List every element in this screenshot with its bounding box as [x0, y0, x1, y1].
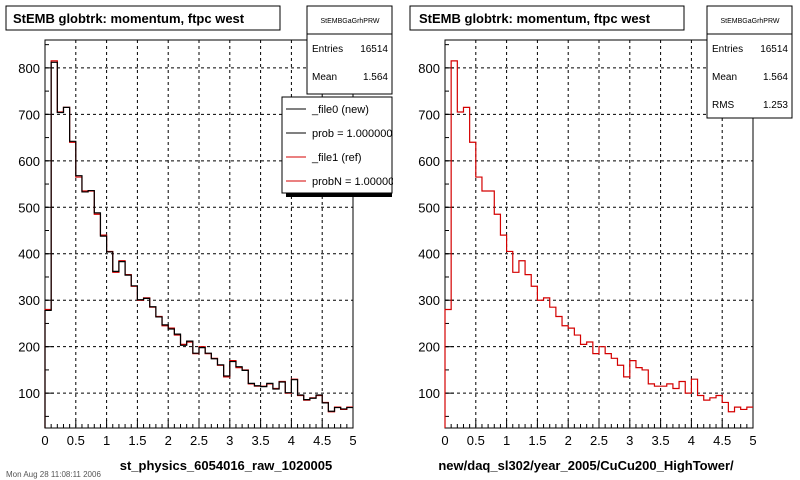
left-stats-name: StEMBGaGrhPRW: [321, 18, 380, 25]
right-y-tick-label: 300: [418, 293, 440, 308]
right-stats-entries-label: Entries: [712, 44, 743, 55]
left-histogram-lines: [44, 60, 353, 428]
right-title: StEMB globtrk: momentum, ftpc west: [419, 11, 651, 26]
left-y-tick-label: 100: [18, 386, 40, 401]
right-x-tick-label: 2.5: [590, 433, 608, 448]
left-y-tick-label: 600: [18, 154, 40, 169]
left-x-tick-label: 0.5: [67, 433, 85, 448]
left-x-tick-label: 4.5: [313, 433, 331, 448]
legend-label-prob: prob = 1.000000: [312, 128, 392, 140]
legend-label-probn: probN = 1.000000: [312, 176, 400, 188]
right-stats-name: StEMBGaGrhPRW: [721, 18, 780, 25]
left-stats-entries-label: Entries: [312, 44, 343, 55]
left-stats-mean-label: Mean: [312, 72, 337, 83]
right-stats-rms-value: 1.253: [763, 100, 788, 111]
left-x-tick-label: 4: [288, 433, 295, 448]
legend-entry: prob = 1.000000: [286, 128, 392, 140]
left-grid: [45, 40, 353, 428]
left-y-tick-label: 500: [18, 200, 40, 215]
left-x-tick-label: 3.5: [252, 433, 270, 448]
right-x-tick-label: 1.5: [528, 433, 546, 448]
legend-box: [281, 96, 393, 194]
left-y-tick-label: 700: [18, 107, 40, 122]
footer-timestamp: Mon Aug 28 11:08:11 2006: [6, 470, 101, 479]
right-x-tick-label: 1: [503, 433, 510, 448]
right-grid: [445, 40, 753, 428]
right-y-tick-label: 700: [418, 107, 440, 122]
pad-clip-mask: [393, 90, 403, 205]
left-x-tick-label: 2.5: [190, 433, 208, 448]
right-x-tick-label: 5: [749, 433, 756, 448]
right-x-tick-label: 2: [565, 433, 572, 448]
left-stats-mean-value: 1.564: [363, 72, 388, 83]
left-title-box: [5, 5, 281, 31]
legend-entry: _file0 (new): [286, 104, 369, 116]
left-stats-entries-value: 16514: [360, 44, 388, 55]
left-x-axis-label: st_physics_6054016_raw_1020005: [120, 458, 333, 473]
right-histogram-panel: StEMB globtrk: momentum, ftpc west 0 0.5 1…: [409, 5, 793, 473]
legend-entry: probN = 1.000000: [286, 176, 400, 188]
right-x-tick-label: 4: [688, 433, 695, 448]
left-y-tick-label: 800: [18, 61, 40, 76]
right-y-tick-label: 400: [418, 247, 440, 262]
legend-label-new: _file0 (new): [311, 104, 369, 116]
legend-label-ref: _file1 (ref): [311, 152, 362, 164]
right-x-tick-label: 4.5: [713, 433, 731, 448]
left-x-tick-label: 2: [165, 433, 172, 448]
right-y-tick-label: 500: [418, 200, 440, 215]
left-title: StEMB globtrk: momentum, ftpc west: [13, 11, 245, 26]
right-x-tick-label: 0: [441, 433, 448, 448]
right-y-tick-label: 600: [418, 154, 440, 169]
left-histogram-panel: StEMB globtrk: momentum, ftpc west 0 0.5 1…: [5, 5, 403, 473]
right-x-axis-label: new/daq_sl302/year_2005/CuCu200_HighTowe…: [438, 458, 734, 473]
left-series-line: [44, 61, 353, 428]
right-stats-box: [706, 5, 793, 119]
right-y-tick-label: 200: [418, 340, 440, 355]
right-x-tick-label: 3: [626, 433, 633, 448]
right-y-tick-label: 100: [418, 386, 440, 401]
right-series-line: [444, 60, 753, 428]
left-x-tick-label: 0: [41, 433, 48, 448]
right-stats-mean-label: Mean: [712, 72, 737, 83]
right-x-tick-label: 3.5: [652, 433, 670, 448]
right-histogram-lines: [444, 60, 753, 428]
left-y-tick-label: 400: [18, 247, 40, 262]
left-stats-box: [306, 5, 393, 95]
legend-entry: _file1 (ref): [286, 152, 362, 164]
left-y-tick-label: 200: [18, 340, 40, 355]
left-x-tick-label: 1: [103, 433, 110, 448]
right-stats-entries-value: 16514: [760, 44, 788, 55]
right-stats-mean-value: 1.564: [763, 72, 788, 83]
left-x-tick-label: 3: [226, 433, 233, 448]
left-y-tick-label: 300: [18, 293, 40, 308]
left-x-tick-label: 1.5: [128, 433, 146, 448]
right-x-tick-label: 0.5: [467, 433, 485, 448]
right-title-box: [409, 5, 685, 31]
left-x-tick-label: 5: [349, 433, 356, 448]
right-stats-rms-label: RMS: [712, 100, 735, 111]
right-y-tick-label: 800: [418, 61, 440, 76]
